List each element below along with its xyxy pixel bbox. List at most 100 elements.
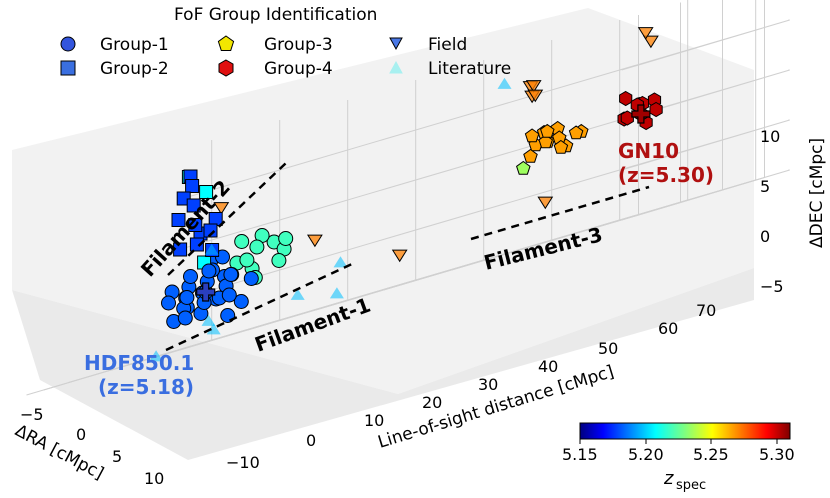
x-tick: −5 [20,405,44,424]
marker-field [391,249,408,263]
marker-field [306,234,323,248]
marker-group-1 [161,295,176,311]
filament-3-line [470,185,650,241]
marker-group-3 [568,125,584,140]
legend-marker-group-2 [60,60,76,76]
y-tick: 60 [658,319,678,338]
hdf850-highlight-marker [196,282,216,302]
gridline [177,69,790,251]
colorbar-label: z [663,468,674,489]
marker-literature [149,350,164,362]
marker-group-1-z-5-2 [278,231,294,246]
legend: FoF Group Identification Group-1 Group-2… [60,5,511,79]
x-axis-label: ΔRA [cMpc] [12,421,107,484]
marker-literature [497,77,512,89]
gn10-name: GN10 [618,139,679,163]
y-tick: 50 [598,339,618,358]
y-tick: 70 [696,301,716,320]
marker-group-4 [619,90,633,107]
legend-marker-literature [389,60,403,74]
marker-group-1 [233,294,249,309]
gridline [177,19,790,201]
y-tick: 0 [306,431,316,450]
marker-group-1 [221,287,237,303]
y-tick: 10 [364,411,384,430]
marker-group-1 [177,310,193,326]
x-tick: 0 [76,425,86,444]
legend-label-group-3: Group-3 [264,35,333,55]
marker-group-1 [183,269,198,284]
z-tick: 10 [760,127,780,146]
marker-group-2-z-5-2 [199,185,214,199]
marker-group-1-z-5-2 [271,253,287,268]
data-marks [149,27,663,362]
marker-field [525,80,542,93]
legend-marker-group-3 [217,35,235,51]
colorbar-tick: 5.30 [759,445,795,464]
marker-group-2 [171,213,186,227]
gn10-highlight-marker [631,104,651,124]
legend-marker-group-1 [60,36,76,52]
y-tick: −10 [226,453,260,472]
marker-field [642,35,659,49]
filament-lines [165,162,650,352]
marker-group-1-z-5-2 [249,239,265,255]
marker-field [537,196,554,210]
z-axis-label: ΔDEC [cMpc] [807,138,827,248]
hdf850-redshift: (z=5.18) [98,375,194,399]
marker-literature [290,288,305,300]
x-tick: 10 [144,469,164,488]
marker-literature [329,287,344,299]
marker-literature [333,256,348,268]
legend-label-group-2: Group-2 [100,59,169,79]
marker-group-1-z-5-2 [234,234,250,249]
marker-field [527,89,544,103]
legend-label-field: Field [428,35,467,55]
filament-1-line [165,262,353,352]
marker-group-3-z-5-23 [516,160,531,175]
marker-group-2 [203,223,218,238]
marker-group-1 [201,263,217,279]
marker-group-2 [173,242,188,257]
marker-group-3 [523,148,538,163]
legend-label-literature: Literature [428,59,511,79]
z-tick: 0 [760,227,770,246]
legend-label-group-4: Group-4 [264,59,333,79]
marker-field [637,27,654,40]
colorbar-tick: 5.15 [562,445,598,464]
marker-group-3 [524,128,540,143]
marker-group-2 [186,198,201,213]
floor-pane [12,268,754,460]
marker-field [213,202,230,215]
colorbar-label-subscript: spec [676,478,706,493]
marker-group-3 [553,139,569,154]
marker-group-1 [223,267,239,282]
marker-group-1-z-5-2 [239,252,255,268]
z-axis: −5 0 5 10 ΔDEC [cMpc] [760,127,827,296]
marker-group-3 [540,123,555,138]
marker-group-4 [649,101,663,118]
colorbar-tick: 5.20 [628,445,664,464]
colorbar-tick: 5.25 [693,445,729,464]
colorbar: 5.15 5.20 5.25 5.30 z spec [562,422,795,493]
colorbar-gradient [579,422,791,440]
hdf850-name: HDF850.1 [84,351,194,375]
legend-title: FoF Group Identification [174,5,377,25]
x-tick: 5 [112,447,122,466]
marker-literature [201,314,216,326]
marker-group-2 [188,218,203,232]
legend-label-group-1: Group-1 [100,35,169,55]
gridlines [26,0,790,396]
gn10-redshift: (z=5.30) [618,163,714,187]
gridline [177,119,790,301]
marker-group-1 [179,290,195,305]
y-tick: 40 [538,357,558,376]
marker-group-2 [185,179,200,193]
z-tick: 5 [760,177,770,196]
marker-group-2 [189,237,204,252]
legend-marker-group-4 [218,59,234,77]
marker-literature [206,323,221,335]
legend-marker-field [389,37,403,51]
marker-group-1 [243,271,259,286]
